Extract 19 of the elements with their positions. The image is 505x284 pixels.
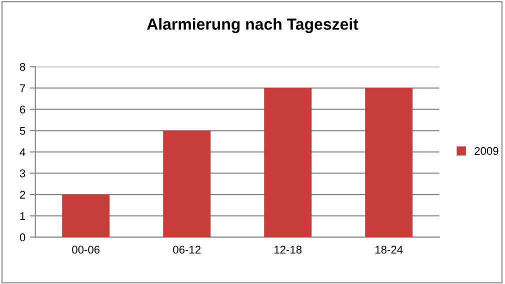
legend-label: 2009: [474, 147, 498, 155]
bar: [62, 194, 110, 238]
y-tick-label: 4: [20, 148, 26, 156]
x-tick-label: 06-12: [173, 246, 201, 254]
bar: [264, 88, 312, 238]
y-tick-label: 7: [20, 84, 26, 92]
y-tick-label: 1: [20, 212, 26, 220]
x-tick-label: 00-06: [72, 246, 100, 254]
chart-title: Alarmierung nach Tageszeit: [146, 18, 358, 34]
bar: [163, 130, 211, 238]
y-tick-label: 8: [20, 63, 26, 71]
x-tick-label: 12-18: [274, 246, 302, 254]
y-tick-label: 3: [20, 170, 26, 178]
y-tick-label: 5: [20, 127, 26, 135]
y-tick-label: 0: [20, 233, 26, 242]
bar: [365, 88, 413, 238]
x-tick-label: 18-24: [375, 246, 403, 254]
y-tick-label: 2: [20, 190, 26, 199]
y-tick-label: 6: [20, 106, 26, 114]
